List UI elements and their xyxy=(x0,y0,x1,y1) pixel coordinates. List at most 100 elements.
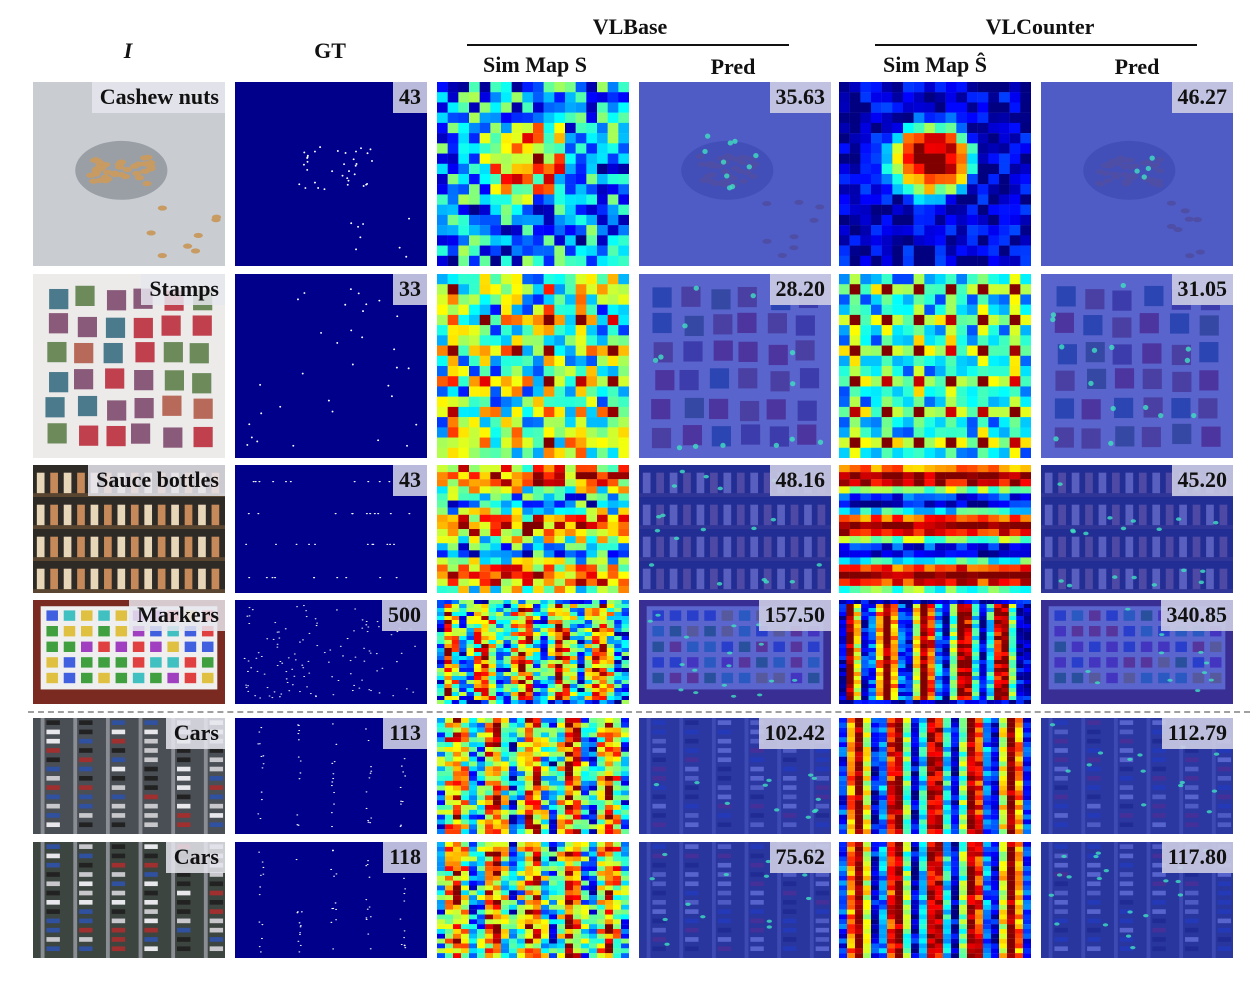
density-peak xyxy=(753,152,759,159)
heatmap-cell xyxy=(451,664,460,669)
gt-point xyxy=(281,662,284,664)
heatmap-cell xyxy=(540,628,548,633)
heatmap-cell xyxy=(999,507,1010,515)
heatmap-cell xyxy=(477,814,486,820)
heatmap-cell xyxy=(1008,664,1017,669)
heatmap-cell xyxy=(1016,616,1024,621)
heatmap-cell xyxy=(597,727,606,733)
density-peak xyxy=(682,323,688,329)
heatmap-cell xyxy=(892,345,904,356)
heatmap-cell xyxy=(575,500,587,508)
heatmap-cell xyxy=(964,636,973,641)
heatmap-cell xyxy=(849,235,861,246)
density-peak xyxy=(727,140,734,146)
heatmap-cell xyxy=(511,112,523,124)
heatmap-cell xyxy=(490,274,502,285)
heatmap-cell xyxy=(1008,628,1017,633)
heatmap-cell xyxy=(977,133,989,144)
heatmap-cell xyxy=(849,427,861,438)
heatmap-cell xyxy=(543,284,555,295)
object-shape xyxy=(77,395,98,417)
heatmap-cell xyxy=(458,284,470,295)
heatmap-cell xyxy=(967,184,978,195)
heatmap-cell xyxy=(964,660,973,665)
heatmap-cell xyxy=(892,335,904,346)
heatmap-cell xyxy=(979,636,987,641)
heatmap-cell xyxy=(849,345,861,356)
heatmap-cell xyxy=(881,325,893,336)
heatmap-cell xyxy=(988,529,1000,537)
density-peak xyxy=(1149,155,1155,161)
heatmap-cell xyxy=(586,396,598,408)
heatmap-cell xyxy=(924,366,936,377)
heatmap-cell xyxy=(883,684,891,689)
heatmap-cell xyxy=(849,571,861,579)
heatmap-cell xyxy=(586,571,598,579)
heatmap-cell xyxy=(525,692,534,697)
heatmap-cell xyxy=(860,417,872,428)
heatmap-cell xyxy=(935,314,946,326)
heatmap-cell xyxy=(451,648,460,653)
gt-point xyxy=(390,395,393,398)
heatmap-cell xyxy=(621,761,629,767)
heatmap-cell xyxy=(501,737,510,743)
heatmap-cell xyxy=(522,557,534,565)
heatmap-cell xyxy=(511,536,523,544)
heatmap-cell xyxy=(949,700,958,704)
heatmap-cell xyxy=(942,660,950,665)
object-shape xyxy=(164,370,184,391)
heatmap-cell xyxy=(618,133,629,144)
heatmap-cell xyxy=(469,102,480,113)
heatmap-cell xyxy=(565,304,576,316)
gt-point xyxy=(329,649,332,651)
gt-point xyxy=(256,440,259,443)
heatmap-cell xyxy=(868,656,877,661)
heatmap-cell xyxy=(1020,447,1031,458)
heatmap-cell xyxy=(1001,608,1009,613)
heatmap-cell xyxy=(517,751,526,757)
heatmap-cell xyxy=(994,620,1002,625)
heatmap-cell xyxy=(437,345,448,356)
heatmap-cell xyxy=(586,479,598,487)
heatmap-cell xyxy=(592,636,600,641)
heatmap-cell xyxy=(509,771,518,777)
heatmap-cell xyxy=(614,620,622,625)
heatmap-cell xyxy=(451,700,460,704)
heatmap-cell xyxy=(481,620,489,625)
heatmap-cell xyxy=(1009,500,1021,508)
gt-point xyxy=(258,743,261,745)
heatmap-cell xyxy=(459,628,467,633)
heatmap-cell xyxy=(839,304,850,316)
heatmap-cell xyxy=(956,447,968,458)
heatmap-cell xyxy=(458,472,470,480)
heatmap-cell xyxy=(437,143,448,154)
heatmap-cell xyxy=(466,692,475,697)
heatmap-cell xyxy=(555,632,563,637)
heatmap-cell xyxy=(599,668,607,673)
heatmap-cell xyxy=(458,536,470,544)
heatmap-cell xyxy=(533,620,541,625)
heatmap-cell xyxy=(501,536,512,544)
heatmap-cell xyxy=(490,255,502,266)
vlbase-pred-graphic xyxy=(639,600,831,704)
heatmap-cell xyxy=(621,600,629,605)
heatmap-cell xyxy=(525,640,534,645)
heatmap-cell xyxy=(971,684,980,689)
heatmap-cell xyxy=(905,696,913,701)
heatmap-cell xyxy=(562,676,571,681)
heatmap-cell xyxy=(525,656,534,661)
heatmap-cell xyxy=(868,660,877,665)
heatmap-cell xyxy=(1020,376,1031,387)
heatmap-cell xyxy=(613,785,622,791)
heatmap-cell xyxy=(927,604,936,609)
gt-point xyxy=(327,661,330,663)
heatmap-cell xyxy=(509,751,518,757)
heatmap-cell xyxy=(849,417,861,428)
gt-point xyxy=(246,615,249,617)
heatmap-cell xyxy=(592,648,600,653)
gt-point xyxy=(369,148,372,151)
heatmap-cell xyxy=(1001,652,1009,657)
heatmap-cell xyxy=(957,692,965,697)
heatmap-cell xyxy=(451,668,460,673)
heatmap-cell xyxy=(927,668,936,673)
